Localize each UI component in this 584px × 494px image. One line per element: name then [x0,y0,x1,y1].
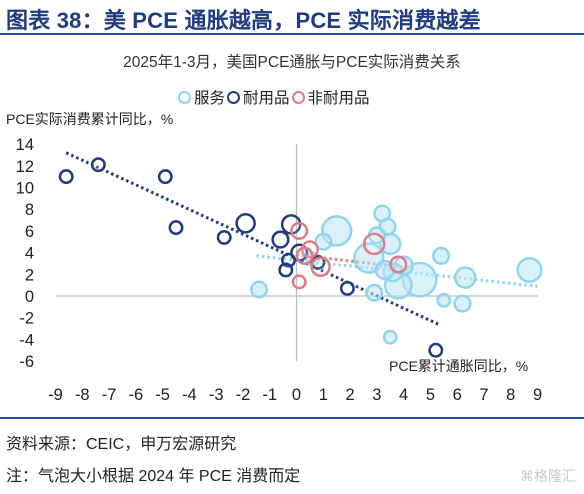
chart-legend: 服务 耐用品 非耐用品 [178,86,372,108]
x-tick-label: -9 [48,386,63,404]
bubble-services [432,246,451,265]
bubble-durable [278,262,294,278]
x-tick-label: 2 [345,386,354,404]
x-tick-label: 4 [399,386,408,404]
y-tick-label: 2 [25,266,34,284]
header-divider [0,33,584,35]
bubble-durable [157,169,173,185]
bubble-nondurable [362,232,386,256]
legend-label-services: 服务 [194,90,226,107]
x-tick-label: -3 [209,386,224,404]
x-tick-label: 9 [533,386,542,404]
y-tick-label: -4 [19,331,34,349]
x-tick-label: 1 [319,386,328,404]
bubble-services [436,292,452,308]
bubble-durable [58,169,74,185]
x-tick-label: 7 [479,386,488,404]
bubble-size-note: 注：气泡大小根据 2024 年 PCE 消费而定 [6,468,301,485]
header: 图表 38：美 PCE 通胀越高，PCE 实际消费越差 [0,0,584,35]
x-axis-label: PCE累计通胀同比，% [389,358,529,374]
x-tick-label: -2 [236,386,251,404]
y-tick-label: 0 [25,288,34,306]
bubble-durable [90,157,106,173]
y-tick-label: 4 [25,245,34,263]
bubble-nondurable [291,274,307,290]
chart-title: 2025年1-3月，美国PCE通胀与PCE实际消费关系 [123,54,461,71]
y-tick-label: 10 [16,180,34,198]
x-tick-label: -5 [155,386,170,404]
x-tick-label: -1 [262,386,277,404]
bubble-durable [428,342,444,358]
bubble-services [249,280,269,299]
y-tick-label: 6 [25,223,34,241]
bubble-nondurable [310,256,331,277]
bubble-durable [235,213,256,234]
bubble-durable [216,229,232,245]
y-tick-label: 8 [25,201,34,219]
legend-marker-nondurable [291,90,305,104]
bubble-durable [271,230,290,249]
bubble-services [365,283,384,302]
bubble-services [453,294,472,313]
bubble-services [314,232,333,251]
bubble-nondurable [295,246,314,265]
legend-item-durable: 耐用品 [227,86,290,108]
x-tick-label: -8 [75,386,90,404]
bubble-nondurable [389,255,408,274]
bubble-services [453,266,477,289]
legend-marker-services [178,90,191,104]
bubble-nondurable [290,221,309,240]
bubble-durable [168,220,184,236]
x-tick-label: -4 [182,386,197,404]
y-tick-label: -2 [19,310,34,328]
legend-item-services: 服务 [178,86,225,108]
bubble-services [516,256,543,283]
x-tick-label: 8 [506,386,515,404]
footer-divider [0,417,584,419]
watermark-logo: ⌘格隆汇 [520,468,576,484]
y-tick-label: -6 [19,353,34,371]
x-tick-label: 6 [453,386,462,404]
x-tick-label: 5 [426,386,435,404]
legend-label-durable: 耐用品 [243,90,290,107]
x-tick-label: -7 [102,386,117,404]
legend-label-nondurable: 非耐用品 [307,90,370,107]
y-tick-label: 14 [16,136,34,154]
header-title: 图表 38：美 PCE 通胀越高，PCE 实际消费越差 [6,8,481,33]
y-axis-label: PCE实际消费累计同比，% [6,111,174,127]
bubble-services [382,329,398,345]
source-note: 资料来源：CEIC，申万宏源研究 [6,436,237,453]
legend-marker-durable [227,90,241,104]
x-tick-label: -6 [129,386,144,404]
y-tick-label: 12 [16,158,34,176]
x-tick-label: 0 [292,386,301,404]
x-tick-label: 3 [372,386,381,404]
legend-item-nondurable: 非耐用品 [291,86,370,108]
bubble-durable [339,280,355,296]
